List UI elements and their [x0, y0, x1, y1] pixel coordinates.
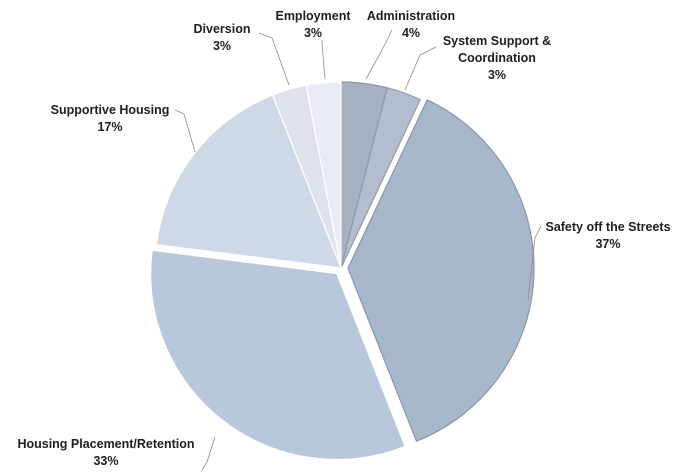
pie-slice-system-support-coordination [340, 87, 421, 269]
slice-name-label: Administration [367, 9, 455, 23]
slice-label: Administration 4% [367, 9, 455, 40]
pie-slice-employment [305, 81, 342, 269]
slice-label: Diversion 3% [194, 22, 251, 53]
slice-name-label: Diversion [194, 22, 251, 36]
slice-value-label: 4% [402, 26, 420, 40]
slice-value-label: 3% [304, 26, 322, 40]
slice-label: Safety off the Streets 37% [545, 220, 670, 251]
leader-line [258, 32, 290, 86]
slice-name-label: System Support & [443, 34, 551, 48]
leader-line [404, 46, 437, 91]
slice-label: Supportive Housing 17% [51, 103, 170, 134]
slice-label: System Support & Coordination 3% [443, 34, 551, 82]
slice-name-label: Housing Placement/Retention [17, 437, 194, 451]
pie-slices [150, 81, 535, 461]
pie-slice-safety-off-the-streets [347, 99, 535, 442]
leader-line [321, 40, 326, 80]
leader-line [174, 109, 196, 153]
slice-value-label: 33% [93, 454, 118, 468]
pie-slice-housing-placement-retention [150, 249, 406, 461]
leader-line [201, 436, 216, 471]
slice-label: Housing Placement/Retention 33% [17, 437, 194, 468]
slice-name-label: Supportive Housing [51, 103, 170, 117]
leader-line [365, 29, 393, 80]
slice-value-label: 3% [488, 68, 506, 82]
slice-name-label: Safety off the Streets [545, 220, 670, 234]
slice-value-label: 17% [97, 120, 122, 134]
slice-label: Employment 3% [275, 9, 351, 40]
leader-lines [174, 29, 542, 471]
slice-value-label: 37% [595, 237, 620, 251]
leader-line [527, 225, 542, 301]
slice-value-label: 3% [213, 39, 231, 53]
slice-name-label: Coordination [458, 51, 536, 65]
slice-labels: Administration 4% System Support & Coordina… [17, 9, 670, 468]
pie-slice-supportive-housing [155, 94, 342, 269]
slice-name-label: Employment [275, 9, 351, 23]
